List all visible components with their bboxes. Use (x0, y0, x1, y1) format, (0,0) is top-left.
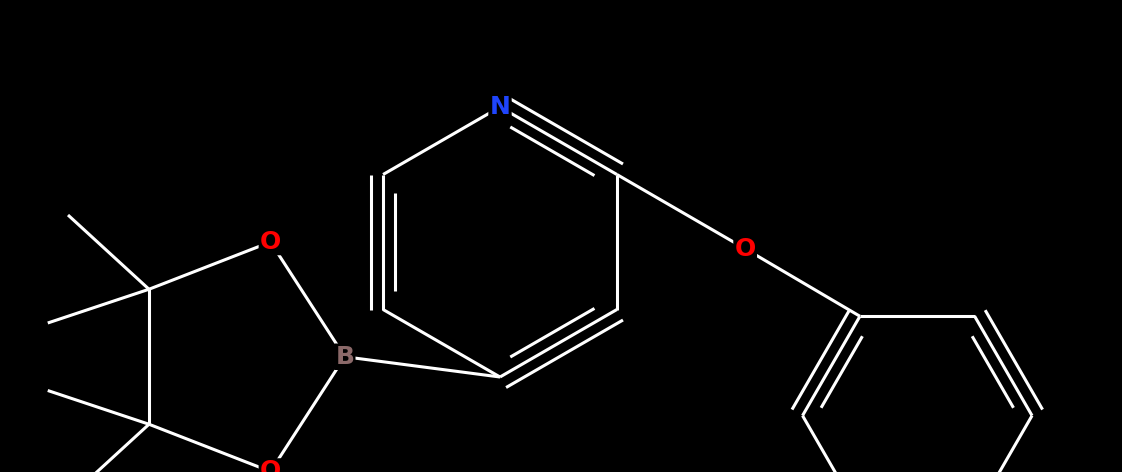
Text: O: O (260, 460, 282, 472)
Text: O: O (260, 230, 282, 254)
Text: N: N (489, 95, 511, 119)
Text: B: B (335, 345, 355, 369)
Text: O: O (735, 237, 756, 261)
